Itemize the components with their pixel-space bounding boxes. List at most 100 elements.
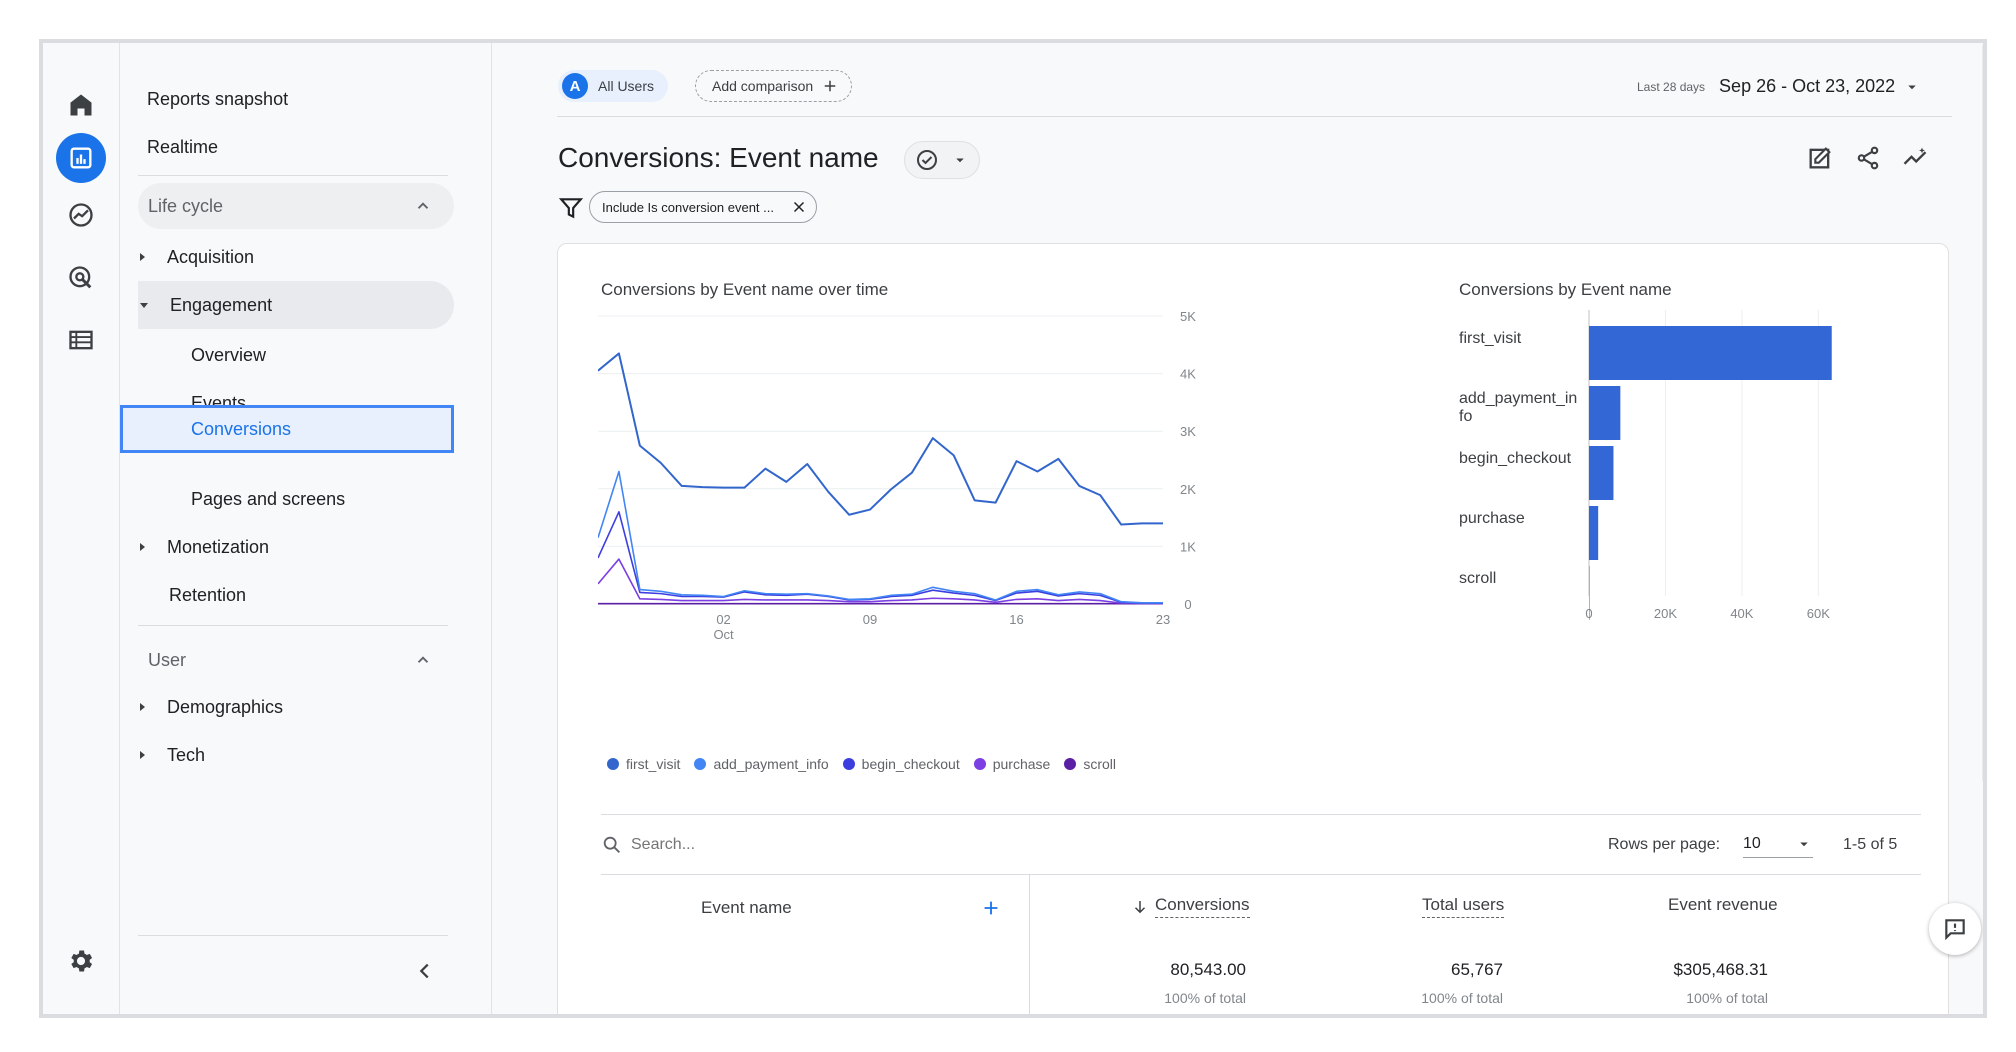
- column-header-total-users[interactable]: Total users: [1422, 895, 1505, 918]
- bar-first-visit[interactable]: [1589, 326, 1832, 380]
- feedback-button[interactable]: [1929, 903, 1981, 955]
- series-line-begin-checkout[interactable]: [598, 511, 1163, 604]
- y-tick-label: 3K: [1180, 424, 1196, 439]
- legend-item-purchase[interactable]: purchase: [973, 756, 1050, 772]
- legend-item-begin-checkout[interactable]: begin_checkout: [842, 756, 960, 772]
- date-range-picker[interactable]: Last 28 days Sep 26 - Oct 23, 2022: [1637, 76, 1921, 97]
- share-icon[interactable]: [1850, 140, 1886, 176]
- segment-badge: A: [562, 73, 588, 99]
- icon-rail: [43, 43, 120, 1014]
- segment-chip-all-users[interactable]: A All Users: [558, 70, 669, 102]
- caret-right-icon: [140, 253, 145, 261]
- caret-right-icon: [140, 703, 145, 711]
- nav-section-lifecycle-label: Life cycle: [148, 195, 224, 216]
- bar-scroll[interactable]: [1589, 566, 1590, 620]
- feedback-icon: [1945, 919, 1965, 941]
- table-column-divider: [1029, 874, 1030, 1014]
- series-line-first-visit[interactable]: [598, 352, 1163, 526]
- x-tick-label: 40K: [1730, 606, 1753, 621]
- nav-tech[interactable]: Tech: [140, 733, 205, 777]
- insights-icon[interactable]: [1897, 140, 1933, 176]
- x-tick-label: 20K: [1654, 606, 1677, 621]
- add-comparison-button[interactable]: Add comparison: [695, 70, 853, 102]
- chart-legend: first_visit add_payment_info begin_checkou…: [607, 756, 1130, 775]
- x-tick-label: 16: [1009, 612, 1023, 627]
- bar-add-payment-info[interactable]: [1589, 386, 1621, 440]
- legend-dot: [1064, 758, 1077, 770]
- legend-item-add-payment-info[interactable]: add_payment_info: [694, 756, 829, 772]
- title-options-button[interactable]: [904, 141, 980, 179]
- bar-chart-title: Conversions by Event name: [1459, 280, 1672, 299]
- caret-right-icon: [140, 543, 145, 551]
- nav-demographics-label: Demographics: [167, 696, 284, 717]
- search-icon: [603, 836, 620, 853]
- nav-section-user[interactable]: User: [138, 637, 454, 683]
- nav-tech-label: Tech: [167, 744, 206, 765]
- nav-pages-and-screens[interactable]: Pages and screens: [191, 488, 346, 509]
- y-tick-label: 5K: [1180, 309, 1196, 324]
- total-conversions-pct: 100% of total: [1164, 990, 1246, 1006]
- configure-icon[interactable]: [59, 318, 103, 362]
- customize-report-icon[interactable]: [1802, 140, 1838, 176]
- collapse-nav-chevron-icon[interactable]: [407, 953, 443, 989]
- y-tick-label: 0: [1184, 597, 1191, 612]
- nav-demographics[interactable]: Demographics: [140, 685, 283, 729]
- x-tick-label: 23: [1156, 612, 1170, 627]
- pagination-label: 1-5 of 5: [1843, 836, 1898, 853]
- explore-icon[interactable]: [59, 193, 103, 237]
- settings-gear-icon[interactable]: [59, 939, 103, 983]
- bar-begin-checkout[interactable]: [1589, 446, 1614, 500]
- close-icon[interactable]: [790, 198, 808, 216]
- total-event-revenue-pct: 100% of total: [1686, 990, 1768, 1006]
- rows-per-page-select[interactable]: 10: [1743, 830, 1813, 858]
- bar-purchase[interactable]: [1589, 506, 1599, 560]
- nav-section-lifecycle[interactable]: Life cycle: [138, 183, 454, 229]
- advertising-icon[interactable]: [59, 256, 103, 300]
- bar-category-label: purchase: [1459, 510, 1525, 527]
- series-line-purchase[interactable]: [598, 558, 1163, 605]
- column-header-event-revenue[interactable]: Event revenue: [1668, 895, 1778, 914]
- x-tick-label: 02: [716, 612, 730, 627]
- legend-dot: [842, 758, 855, 770]
- plus-icon: [824, 80, 836, 92]
- legend-item-scroll[interactable]: scroll: [1064, 756, 1116, 772]
- nav-acquisition-label: Acquisition: [167, 246, 255, 267]
- nav-conversions[interactable]: Conversions: [120, 405, 454, 453]
- filter-chip[interactable]: Include Is conversion event ...: [589, 191, 817, 223]
- chevron-up-icon: [417, 656, 429, 663]
- nav-realtime[interactable]: Realtime: [147, 136, 219, 157]
- caret-down-icon: [140, 302, 148, 308]
- y-tick-label: 1K: [1180, 539, 1196, 554]
- line-chart-title: Conversions by Event name over time: [601, 280, 889, 299]
- bar-category-label: first_visit: [1459, 330, 1522, 347]
- nav-engagement[interactable]: Engagement: [138, 281, 454, 329]
- home-icon[interactable]: [59, 83, 103, 127]
- add-dimension-plus-icon[interactable]: [980, 897, 1002, 919]
- table-search-input[interactable]: [631, 829, 931, 861]
- x-tick-label: 60K: [1807, 606, 1830, 621]
- table-divider: [601, 814, 1921, 815]
- nav-reports-snapshot[interactable]: Reports snapshot: [147, 88, 289, 109]
- page-scrollbar[interactable]: [1982, 43, 1983, 783]
- bar-category-label: fo: [1459, 408, 1472, 425]
- nav-monetization[interactable]: Monetization: [140, 525, 269, 569]
- series-line-add-payment-info[interactable]: [598, 470, 1163, 604]
- column-header-event-name[interactable]: Event name: [701, 898, 792, 917]
- nav-overview[interactable]: Overview: [191, 344, 267, 365]
- nav-section-user-label: User: [148, 649, 187, 670]
- bar-chart[interactable]: 020K40K60Kfirst_visitadd_payment_infobeg…: [1453, 306, 1933, 646]
- legend-dot: [607, 758, 619, 770]
- nav-divider: [138, 625, 448, 626]
- y-tick-label: 2K: [1180, 482, 1196, 497]
- column-header-conversions[interactable]: Conversions: [1131, 895, 1250, 918]
- legend-item-first-visit[interactable]: first_visit: [607, 756, 680, 772]
- reports-icon[interactable]: [56, 133, 106, 183]
- nav-divider: [138, 935, 448, 936]
- nav-retention[interactable]: Retention: [169, 584, 247, 605]
- header-divider: [557, 116, 1952, 117]
- legend-label: scroll: [1083, 756, 1116, 772]
- legend-dot: [694, 758, 707, 770]
- nav-acquisition[interactable]: Acquisition: [140, 235, 254, 279]
- date-range-value: Sep 26 - Oct 23, 2022: [1719, 76, 1896, 96]
